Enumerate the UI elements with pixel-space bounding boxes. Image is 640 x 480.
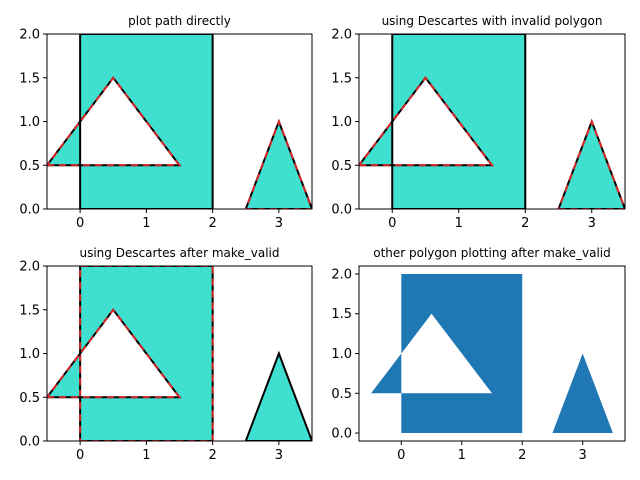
y-tick-label: 1.0	[19, 115, 40, 130]
y-tick-label: 2.0	[331, 28, 352, 43]
right-triangle-dashed-outline	[557, 118, 625, 209]
polygon-fill	[371, 273, 613, 434]
plot-content	[47, 266, 312, 441]
x-tick-label: 1	[458, 448, 466, 463]
x-tick-label: 3	[275, 448, 283, 463]
y-tick-label: 1.5	[19, 71, 40, 86]
x-tick-label: 1	[142, 216, 150, 231]
axes-top-left: 0 1 2 3 0.0 0.5 1.0 1.5 2.0 plot path directly	[19, 14, 313, 231]
axes-top-right: 0 1 2 3 0.0 0.5 1.0 1.5 2.0 using Descartes with …	[331, 14, 626, 231]
y-tick-label: 0.0	[19, 435, 40, 450]
y-tick-label: 0.5	[19, 391, 40, 406]
y-tick-label: 0.0	[19, 203, 40, 218]
y-tick-label: 1.5	[19, 303, 40, 318]
x-tick-label: 0	[388, 216, 396, 231]
x-tick-label: 2	[518, 448, 526, 463]
y-tick-label: 1.0	[331, 347, 352, 362]
x-tick-label: 2	[208, 448, 216, 463]
axes-title: other polygon plotting after make_valid	[373, 246, 611, 260]
x-tick-label: 1	[142, 448, 150, 463]
y-tick-label: 2.0	[19, 28, 40, 43]
y-tick-label: 0.0	[331, 203, 352, 218]
axes-title: plot path directly	[128, 14, 231, 28]
y-tick-label: 0.0	[331, 427, 352, 442]
y-tick-label: 1.0	[331, 115, 352, 130]
axes-title: using Descartes after make_valid	[79, 246, 279, 260]
x-tick-label: 0	[397, 448, 405, 463]
axes-bottom-left: 0 1 2 3 0.0 0.5 1.0 1.5 2.0 using Descartes after…	[19, 246, 313, 463]
x-tick-label: 0	[76, 448, 84, 463]
y-tick-label: 0.5	[331, 159, 352, 174]
axes-bottom-right: 0 1 2 3 0.0 0.5 1.0 1.5 2.0 other polygon plottin…	[331, 246, 626, 463]
y-tick-label: 0.5	[19, 159, 40, 174]
y-tick-label: 2.0	[19, 260, 40, 275]
x-tick-label: 3	[275, 216, 283, 231]
left-triangle-dashed-outline	[359, 76, 495, 167]
x-tick-label: 3	[588, 216, 596, 231]
y-tick-label: 1.5	[331, 307, 352, 322]
plot-content	[47, 34, 312, 209]
y-tick-label: 1.5	[331, 71, 352, 86]
plot-content	[359, 34, 625, 209]
rectangle-dashed-outline	[79, 266, 214, 441]
x-tick-label: 1	[455, 216, 463, 231]
plot-content	[371, 273, 613, 434]
left-triangle-dashed-outline	[47, 76, 182, 167]
axes-title: using Descartes with invalid polygon	[382, 14, 603, 28]
left-triangle-dashed-outline	[47, 308, 182, 399]
x-tick-label: 2	[208, 216, 216, 231]
y-tick-label: 1.0	[19, 347, 40, 362]
right-triangle-outline	[244, 350, 312, 441]
x-tick-label: 0	[76, 216, 84, 231]
x-tick-label: 2	[521, 216, 529, 231]
y-tick-label: 0.5	[331, 387, 352, 402]
rectangle-outline	[391, 34, 527, 209]
right-triangle-dashed-outline	[244, 118, 312, 209]
x-tick-label: 3	[579, 448, 587, 463]
y-tick-label: 2.0	[331, 267, 352, 282]
rectangle-outline	[79, 34, 214, 209]
